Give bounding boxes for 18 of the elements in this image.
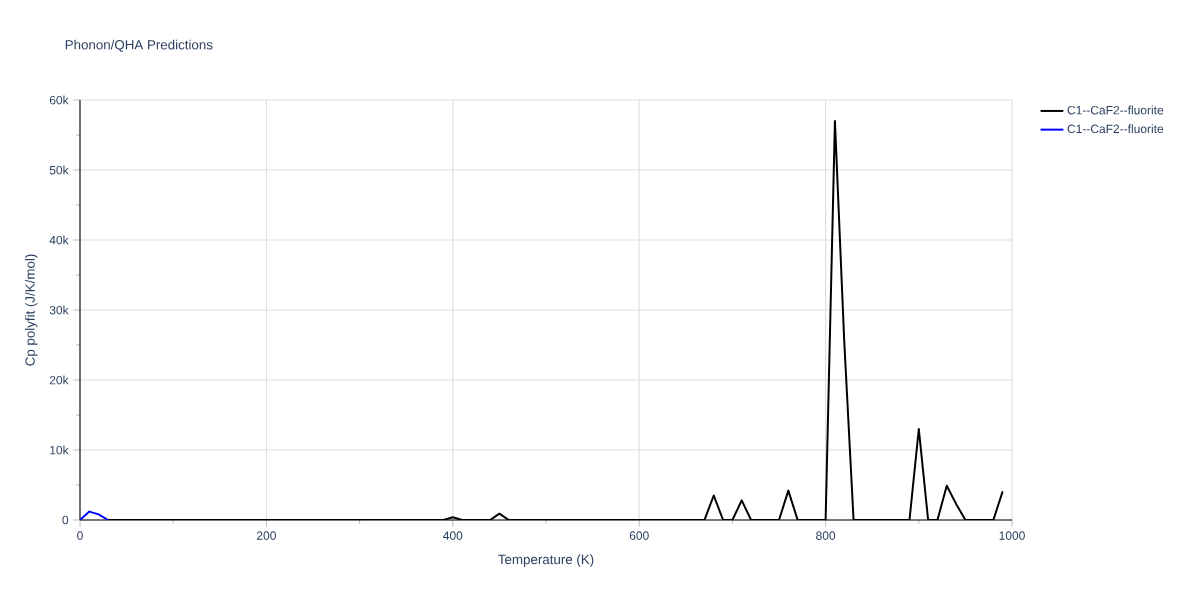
y-tick-label: 50k: [49, 165, 69, 175]
x-tick-label: 800: [816, 531, 836, 540]
x-tick-label: 400: [443, 531, 463, 540]
x-tick-label: 200: [257, 531, 276, 540]
y-tick-label: 10k: [50, 445, 69, 455]
x-axis-title: Temperature (K): [498, 554, 594, 567]
legend-label: C1--CaF2--fluorite: [1067, 124, 1164, 134]
legend-label: C1--CaF2--fluorite: [1067, 105, 1164, 115]
x-tick-label: 1000: [999, 531, 1025, 540]
y-tick-label: 60k: [49, 95, 69, 105]
y-tick-label: 30k: [49, 305, 69, 315]
y-tick-label: 40k: [49, 235, 69, 245]
x-tick-label: 0: [77, 531, 83, 540]
y-tick-label: 20k: [49, 375, 69, 385]
y-axis-title: Cp polyfit (J/K/mol): [25, 254, 38, 366]
y-tick-label: 0: [62, 515, 69, 525]
x-tick-label: 600: [629, 531, 649, 540]
chart-title: Phonon/QHA Predictions: [65, 39, 213, 52]
